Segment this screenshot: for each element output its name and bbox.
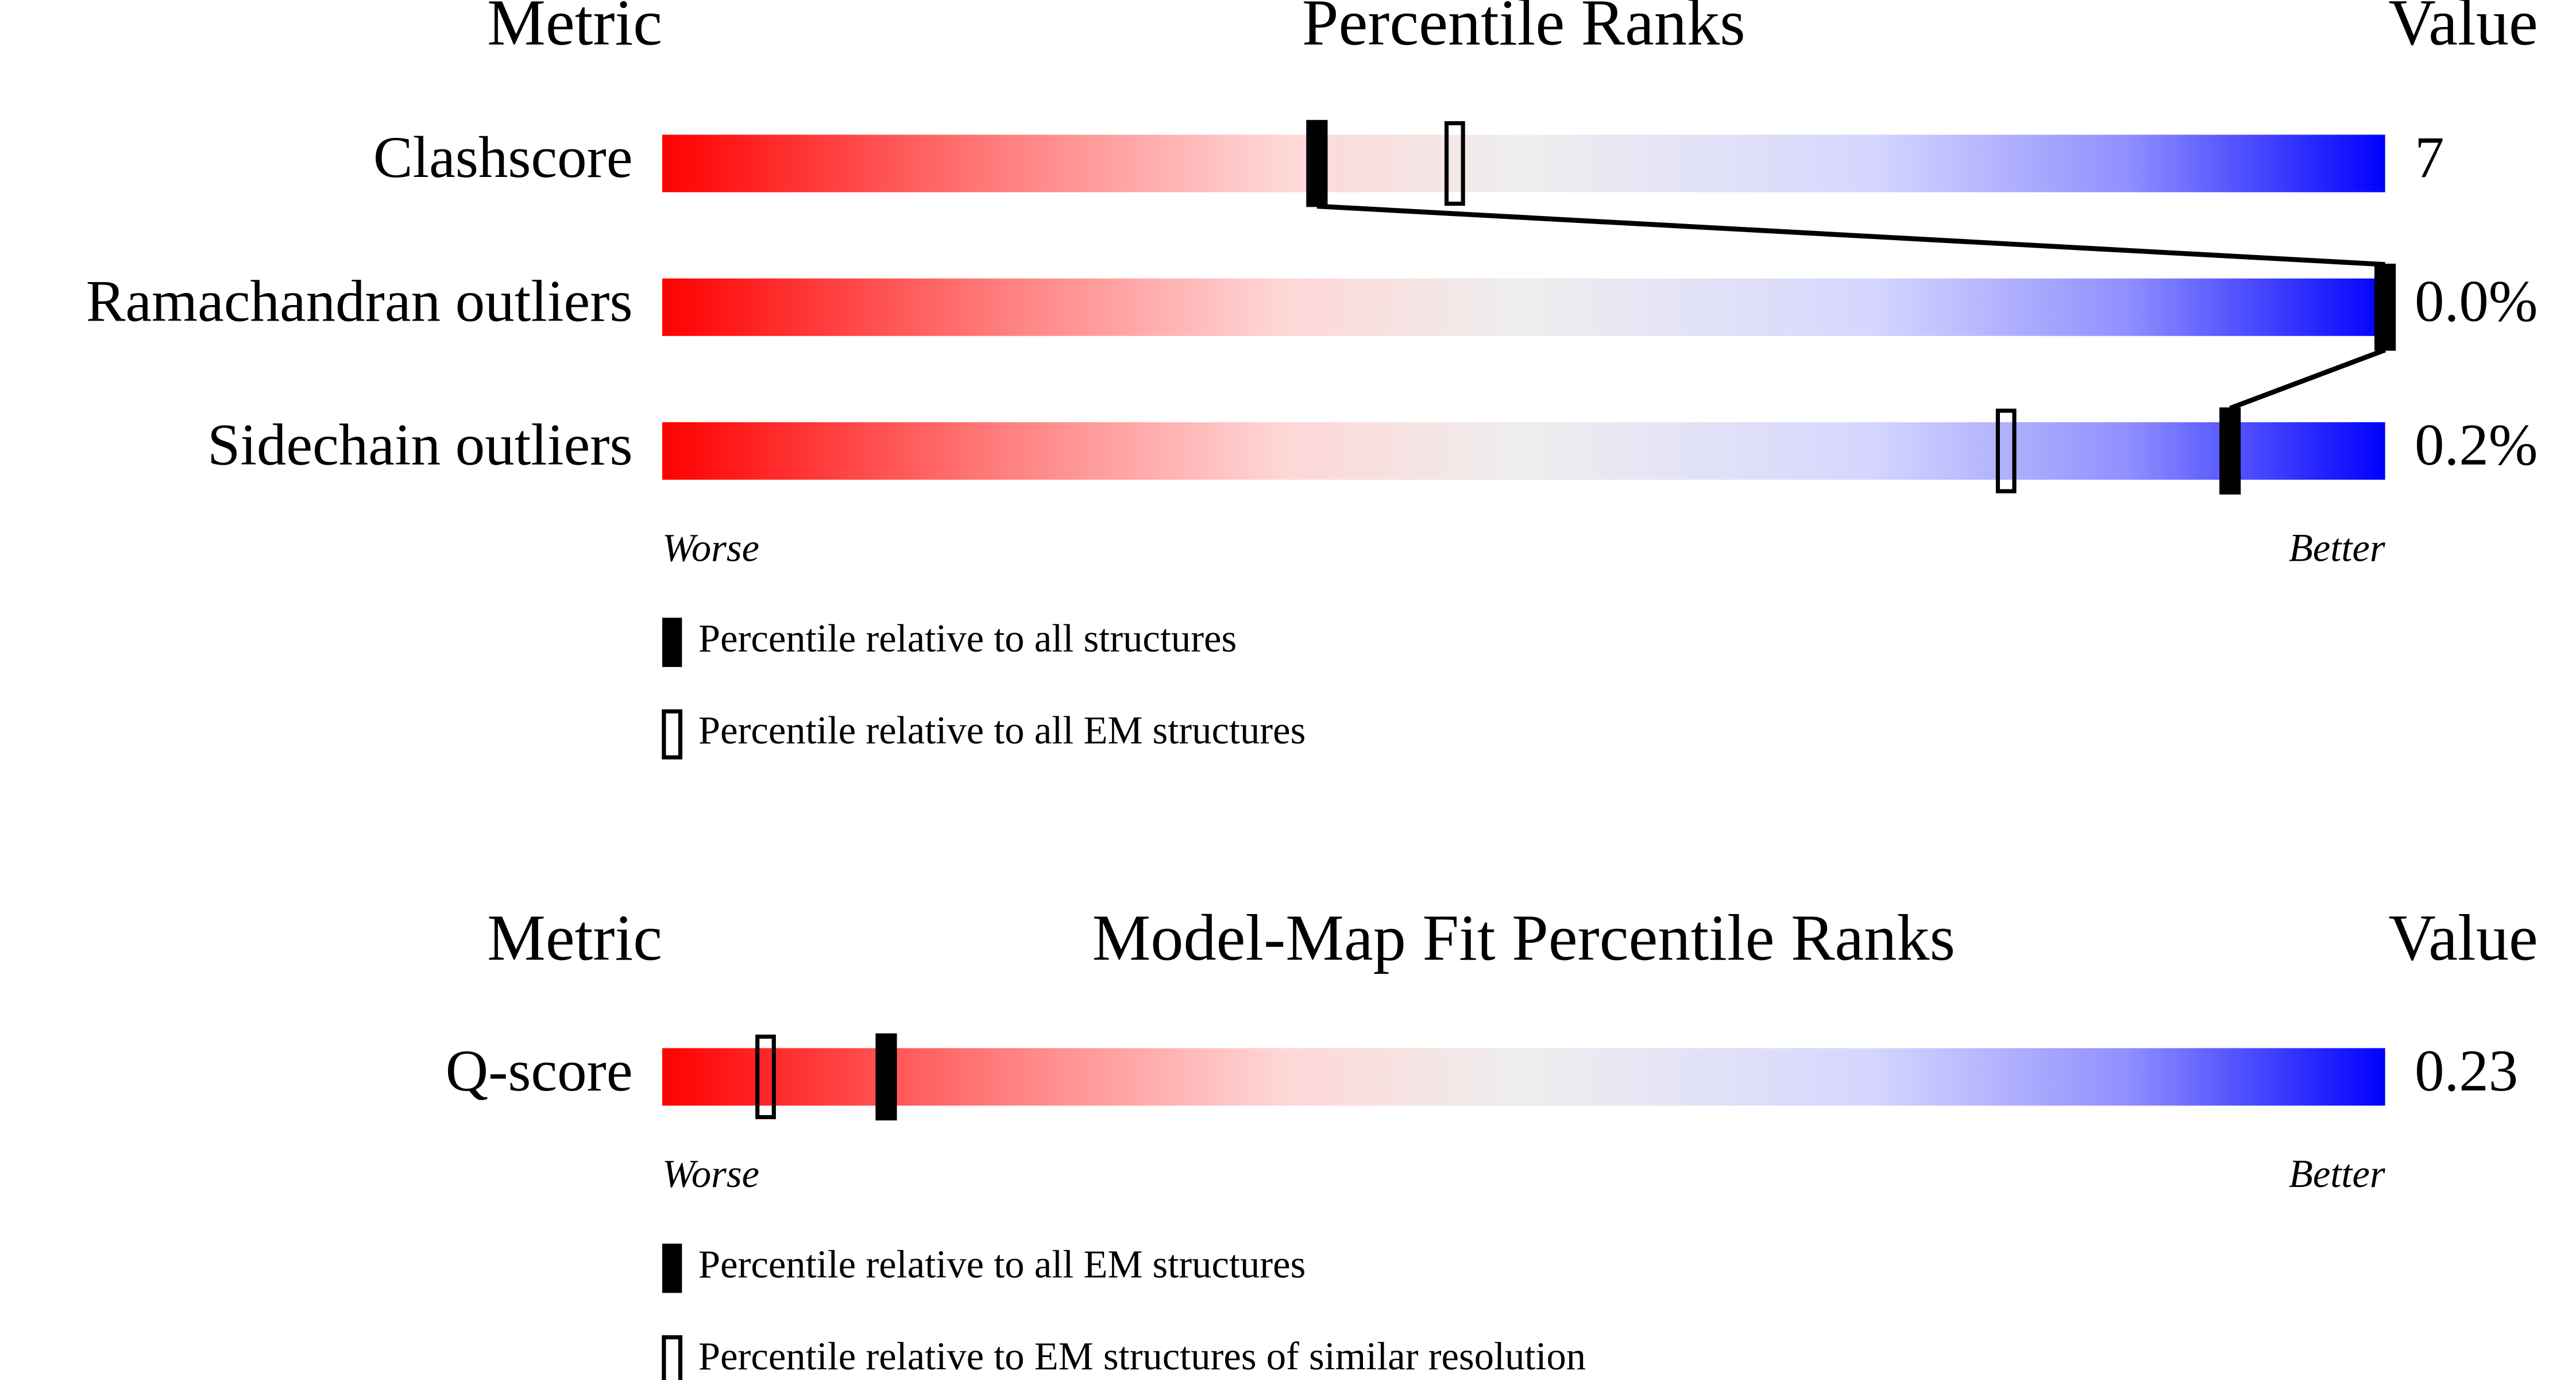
percentile-marker-filled <box>2219 407 2241 495</box>
metric-value: 7 <box>2415 125 2444 190</box>
value-header: Value <box>2388 901 2538 974</box>
metric-header: Metric <box>487 0 662 59</box>
percentile-marker-filled <box>2374 263 2396 351</box>
metric-label: Clashscore <box>373 125 633 190</box>
gradient-bar <box>662 1048 2385 1106</box>
better-label: Better <box>2289 526 2385 570</box>
chart-title: Model-Map Fit Percentile Ranks <box>1092 901 1956 974</box>
metric-header: Metric <box>487 901 662 974</box>
legend-label: Percentile relative to all EM structures <box>698 1242 1306 1286</box>
worse-label: Worse <box>662 1152 759 1196</box>
connector-line <box>1316 203 2386 411</box>
worse-label: Worse <box>662 526 759 570</box>
chart-title: Percentile Ranks <box>1302 0 1745 59</box>
percentile-marker-open <box>1995 408 2017 494</box>
legend-swatch-open <box>662 1335 683 1380</box>
percentile-marker-filled <box>875 1033 897 1121</box>
legend-label: Percentile relative to all structures <box>698 616 1237 660</box>
legend-swatch-open <box>662 709 683 760</box>
percentile-marker-open <box>755 1034 776 1120</box>
legend-label: Percentile relative to all EM structures <box>698 708 1306 752</box>
value-header: Value <box>2388 0 2538 59</box>
better-label: Better <box>2289 1152 2385 1196</box>
gradient-bar <box>662 422 2385 480</box>
legend-swatch-filled <box>662 1243 682 1293</box>
metric-label: Ramachandran outliers <box>86 268 633 334</box>
metric-value: 0.23 <box>2415 1038 2518 1104</box>
metric-label: Q-score <box>446 1038 633 1104</box>
metric-value: 0.2% <box>2415 413 2538 478</box>
percentile-marker-open <box>1444 121 1465 206</box>
percentile-marker-filled <box>1306 120 1328 207</box>
metric-label: Sidechain outliers <box>207 413 632 478</box>
metric-value: 0.0% <box>2415 268 2538 334</box>
legend-swatch-filled <box>662 618 682 667</box>
gradient-bar <box>662 278 2385 336</box>
legend-label: Percentile relative to EM structures of … <box>698 1334 1586 1378</box>
gradient-bar <box>662 134 2385 192</box>
